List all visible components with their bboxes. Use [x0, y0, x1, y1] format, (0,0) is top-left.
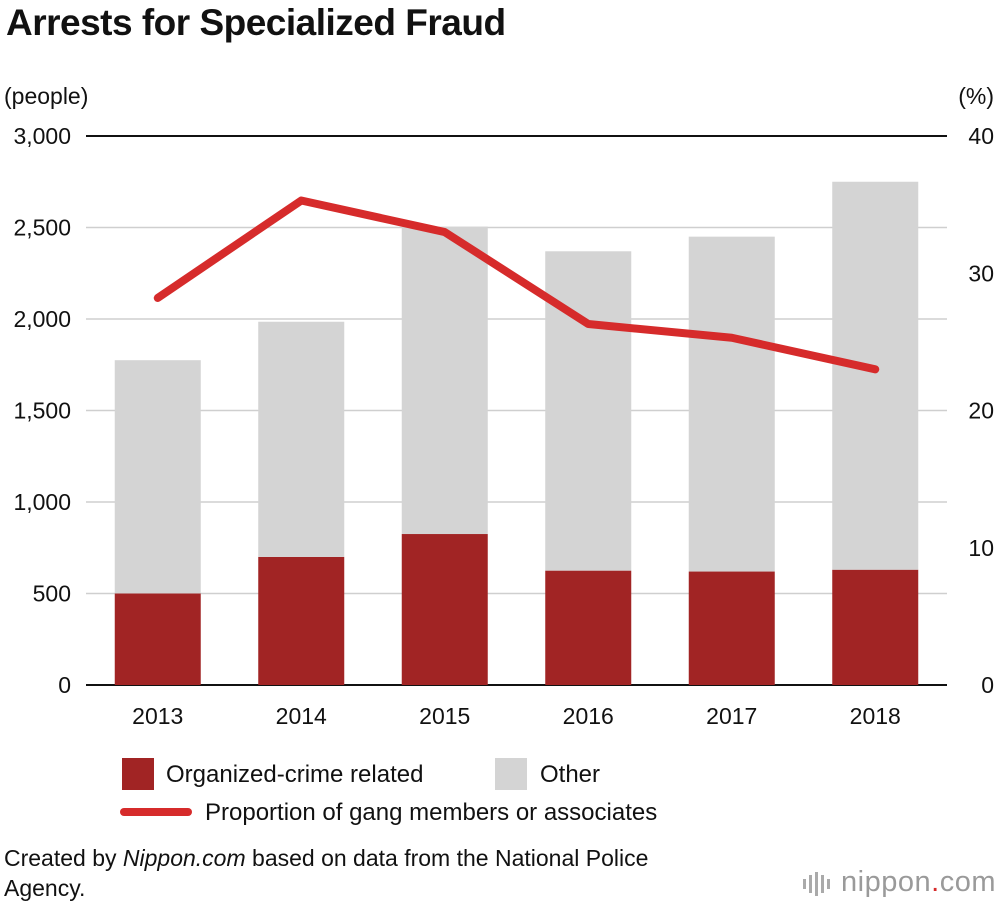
bar-other [832, 181, 919, 570]
bar-other [545, 251, 632, 571]
x-tick-label: 2014 [276, 703, 327, 729]
x-tick-label: 2016 [563, 703, 614, 729]
right-tick-label: 20 [968, 398, 994, 424]
right-axis-label: (%) [958, 83, 994, 109]
bar-organized-crime-related [688, 571, 775, 685]
left-tick-label: 500 [33, 581, 71, 607]
right-tick-label: 0 [981, 672, 994, 698]
legend-label-proportion: Proportion of gang members or associates [205, 799, 657, 826]
chart-area: (people) (%) 0 500 1,000 1,500 2,000 2,500 3,0… [4, 83, 994, 826]
gridlines [86, 135, 947, 686]
left-axis-label: (people) [4, 83, 88, 109]
left-tick-label: 2,500 [13, 215, 71, 241]
axes: 0 500 1,000 1,500 2,000 2,500 3,000 0 10 20 30 40 20… [13, 123, 994, 729]
bar-organized-crime-related [401, 534, 488, 685]
bar-series [114, 181, 919, 685]
legend-swatch-other [495, 758, 527, 790]
legend-label-organized-crime: Organized-crime related [166, 761, 423, 788]
source-note: Created by Nippon.com based on data from… [4, 843, 724, 903]
right-tick-label: 10 [968, 535, 994, 561]
left-tick-label: 0 [58, 672, 71, 698]
left-tick-label: 2,000 [13, 306, 71, 332]
x-tick-label: 2015 [419, 703, 470, 729]
line-series [153, 196, 880, 374]
bar-organized-crime-related [114, 593, 201, 685]
logo-dot: . [931, 866, 940, 898]
logo-tld: com [939, 866, 996, 898]
left-tick-label: 1,500 [13, 398, 71, 424]
logo-bars-icon [803, 867, 833, 900]
proportion-line [153, 196, 880, 374]
right-tick-label: 40 [968, 123, 994, 149]
source-prefix: Created by [4, 845, 123, 871]
bar-other [688, 236, 775, 572]
bar-other [401, 226, 488, 535]
source-suffix: based on data from the National Police A… [4, 845, 649, 901]
logo-name: nippon [841, 866, 932, 898]
legend: Organized-crime related Other Proportion o… [120, 758, 657, 826]
nippon-logo: nippon.com [803, 866, 996, 900]
left-tick-label: 3,000 [13, 123, 71, 149]
legend-swatch-organized-crime [122, 758, 154, 790]
x-tick-label: 2013 [132, 703, 183, 729]
left-tick-label: 1,000 [13, 489, 71, 515]
bar-organized-crime-related [258, 556, 345, 685]
chart-title: Arrests for Specialized Fraud [6, 2, 506, 43]
x-tick-label: 2018 [850, 703, 901, 729]
x-tick-label: 2017 [706, 703, 757, 729]
source-site: Nippon.com [122, 845, 246, 871]
legend-label-other: Other [540, 761, 600, 788]
bar-organized-crime-related [832, 569, 919, 685]
bar-organized-crime-related [545, 570, 632, 685]
bar-other [114, 360, 201, 594]
right-tick-label: 30 [968, 260, 994, 286]
bar-other [258, 321, 345, 557]
